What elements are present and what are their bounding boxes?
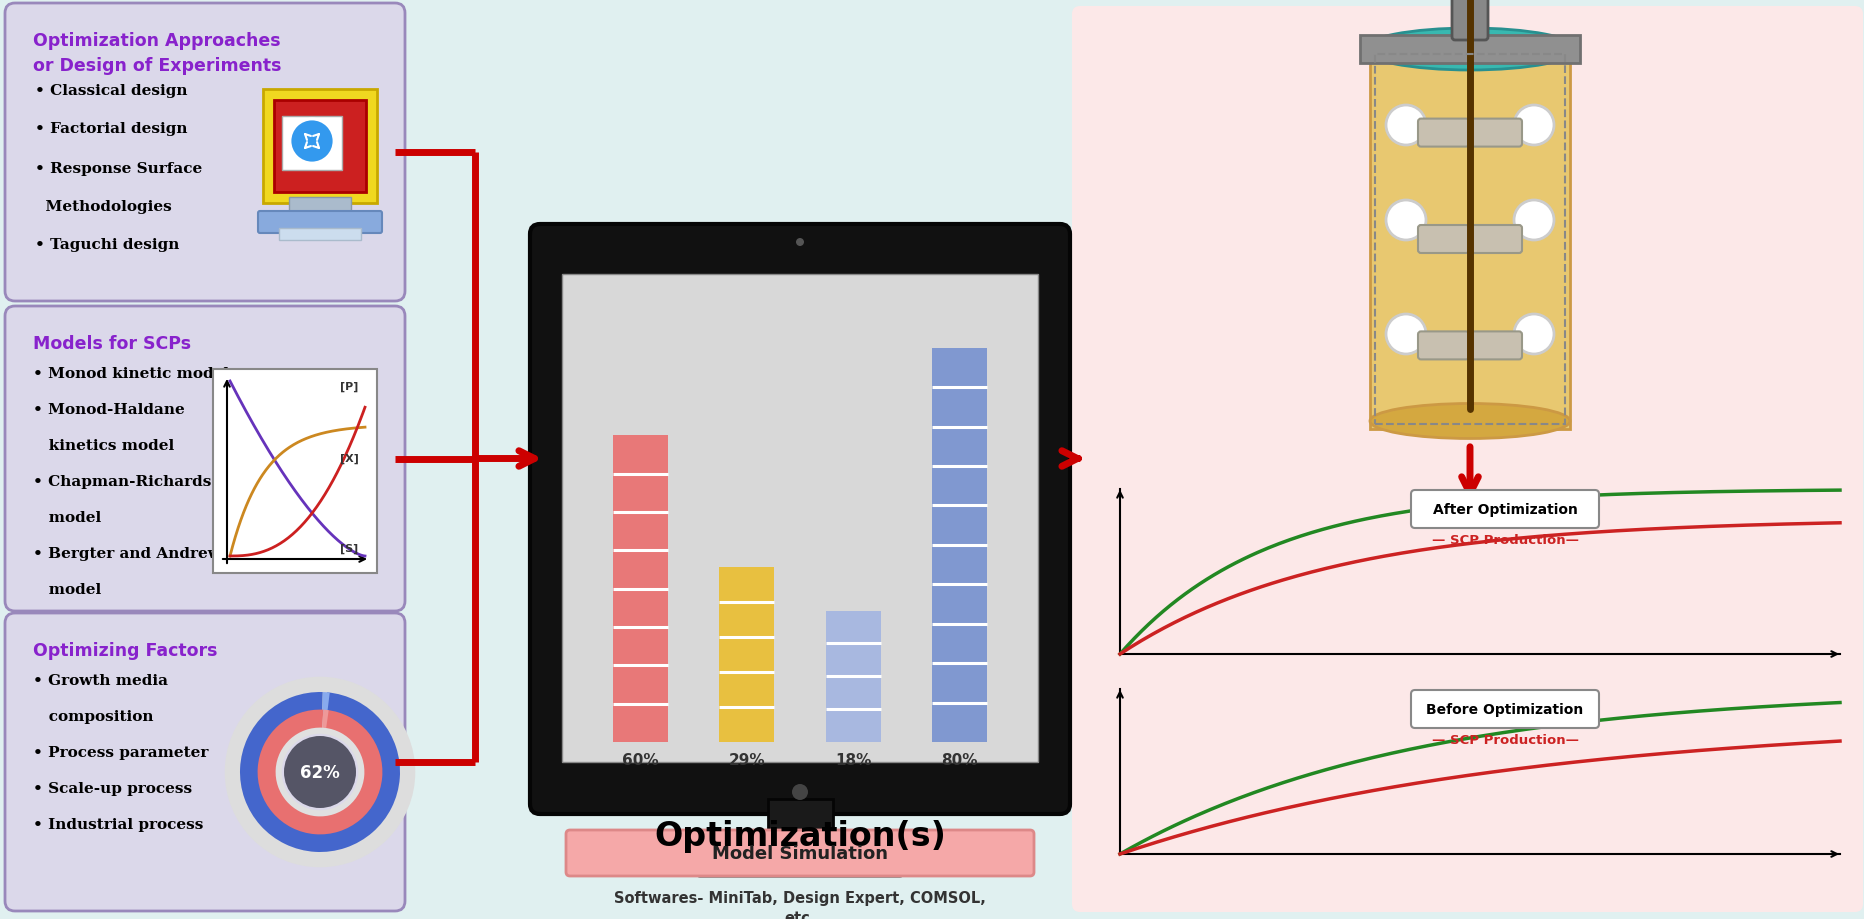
FancyBboxPatch shape [932, 348, 986, 743]
Text: • Factorial design: • Factorial design [35, 122, 188, 136]
Text: • Industrial process: • Industrial process [34, 817, 203, 831]
Text: • Scale-up process: • Scale-up process [34, 781, 192, 795]
FancyBboxPatch shape [561, 275, 1038, 762]
Ellipse shape [1370, 404, 1569, 439]
FancyBboxPatch shape [1072, 7, 1862, 912]
Ellipse shape [1363, 29, 1577, 71]
Text: • Classical design: • Classical design [35, 84, 188, 98]
FancyBboxPatch shape [1411, 690, 1597, 728]
Text: [P]: [P] [339, 381, 358, 391]
Text: • Chapman-Richards: • Chapman-Richards [34, 474, 211, 489]
Text: 60%: 60% [621, 752, 658, 767]
Text: kinetics model: kinetics model [34, 438, 173, 452]
Text: • Process parameter: • Process parameter [34, 745, 209, 759]
FancyBboxPatch shape [1359, 36, 1579, 64]
Circle shape [1514, 314, 1553, 355]
FancyBboxPatch shape [826, 611, 880, 743]
Text: After Optimization: After Optimization [1432, 503, 1577, 516]
FancyBboxPatch shape [1417, 226, 1469, 254]
Text: [X]: [X] [339, 453, 358, 464]
Text: Methodologies: Methodologies [35, 199, 171, 214]
FancyBboxPatch shape [289, 198, 350, 218]
FancyBboxPatch shape [6, 307, 404, 611]
Text: — SCP Production—: — SCP Production— [1432, 534, 1577, 547]
FancyBboxPatch shape [280, 229, 362, 241]
Text: 29%: 29% [729, 752, 764, 767]
Circle shape [1385, 200, 1426, 241]
Text: Before Optimization: Before Optimization [1426, 702, 1583, 716]
FancyBboxPatch shape [1417, 119, 1469, 147]
FancyBboxPatch shape [1417, 332, 1469, 360]
FancyBboxPatch shape [281, 117, 341, 171]
FancyBboxPatch shape [695, 850, 904, 876]
Text: • Monod kinetic model: • Monod kinetic model [34, 367, 229, 380]
Circle shape [1514, 200, 1553, 241]
Text: • Response Surface: • Response Surface [35, 162, 201, 176]
FancyBboxPatch shape [212, 369, 377, 573]
Text: • Bergter and Andrews: • Bergter and Andrews [34, 547, 229, 561]
Text: 18%: 18% [835, 752, 870, 767]
Text: model: model [34, 510, 101, 525]
FancyBboxPatch shape [1471, 226, 1521, 254]
Circle shape [283, 736, 356, 808]
FancyBboxPatch shape [611, 436, 667, 743]
Text: • Growth media: • Growth media [34, 674, 168, 687]
Text: model: model [34, 583, 101, 596]
Text: — SCP Production—: — SCP Production— [1432, 733, 1577, 746]
FancyBboxPatch shape [6, 4, 404, 301]
FancyBboxPatch shape [720, 567, 774, 743]
Text: etc.: etc. [785, 910, 815, 919]
FancyBboxPatch shape [1370, 50, 1569, 429]
Text: Optimization(s): Optimization(s) [654, 819, 945, 852]
FancyBboxPatch shape [1452, 0, 1487, 41]
Text: composition: composition [34, 709, 153, 723]
Wedge shape [257, 709, 382, 834]
FancyBboxPatch shape [274, 101, 365, 193]
Text: Model Simulation: Model Simulation [712, 844, 887, 862]
Circle shape [1514, 106, 1553, 146]
FancyBboxPatch shape [1471, 332, 1521, 360]
Text: 80%: 80% [941, 752, 977, 767]
Text: Optimization Approaches: Optimization Approaches [34, 32, 280, 50]
FancyBboxPatch shape [529, 225, 1070, 814]
FancyBboxPatch shape [1411, 491, 1597, 528]
Wedge shape [322, 709, 328, 728]
FancyBboxPatch shape [768, 800, 831, 859]
FancyBboxPatch shape [6, 613, 404, 911]
Text: 62%: 62% [300, 763, 339, 781]
Circle shape [1385, 314, 1426, 355]
Text: Models for SCPs: Models for SCPs [34, 335, 190, 353]
Wedge shape [322, 692, 330, 715]
Text: Softwares- MiniTab, Design Expert, COMSOL,: Softwares- MiniTab, Design Expert, COMSO… [613, 890, 986, 905]
Text: or Design of Experiments: or Design of Experiments [34, 57, 281, 75]
Wedge shape [240, 692, 399, 852]
Circle shape [792, 784, 807, 800]
FancyBboxPatch shape [257, 211, 382, 233]
Text: [S]: [S] [339, 543, 358, 553]
Circle shape [1385, 106, 1426, 146]
Text: Optimizing Factors: Optimizing Factors [34, 641, 218, 659]
FancyBboxPatch shape [1471, 119, 1521, 147]
Text: • Taguchi design: • Taguchi design [35, 238, 179, 252]
Circle shape [796, 239, 803, 246]
Text: • Monod-Haldane: • Monod-Haldane [34, 403, 185, 416]
FancyBboxPatch shape [263, 90, 377, 204]
FancyBboxPatch shape [565, 830, 1033, 876]
Circle shape [289, 119, 334, 164]
